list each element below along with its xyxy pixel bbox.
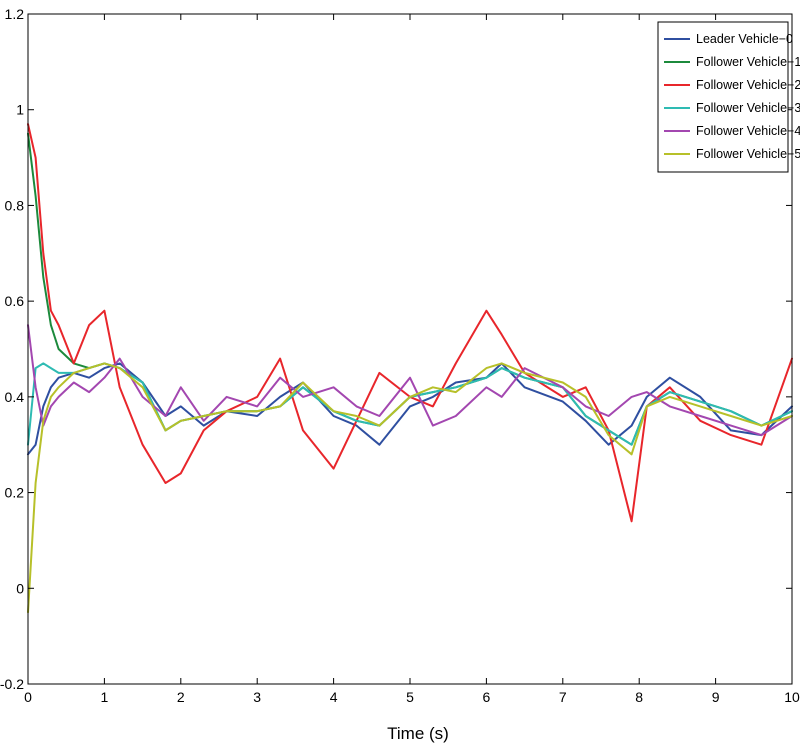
y-tick-label: 0.6 <box>5 293 25 309</box>
y-tick-label: 0.2 <box>5 485 25 501</box>
x-tick-label: 6 <box>483 689 491 705</box>
legend-label-0: Leader Vehicle−0 <box>696 32 793 46</box>
x-tick-label: 10 <box>784 689 800 705</box>
series-line-3 <box>27 362 793 446</box>
series-line-0 <box>27 362 793 456</box>
y-tick-label: 1.2 <box>5 6 25 22</box>
x-tick-label: 3 <box>253 689 261 705</box>
y-tick-label: 0.4 <box>5 389 25 405</box>
legend: Leader Vehicle−0 Follower Vehicle−1 Follow… <box>657 21 800 173</box>
y-ticks: -0.2 0 0.2 0.4 0.6 0.8 1 1.2 <box>0 6 792 692</box>
y-tick-label: 0 <box>16 580 24 596</box>
legend-label-2: Follower Vehicle−2 <box>696 78 800 92</box>
x-tick-label: 1 <box>101 689 109 705</box>
x-ticks: 0 1 2 3 4 5 6 7 8 9 10 <box>24 14 800 705</box>
legend-label-5: Follower Vehicle−5 <box>696 147 800 161</box>
x-tick-label: 2 <box>177 689 185 705</box>
legend-label-1: Follower Vehicle−1 <box>696 55 800 69</box>
series-line-2 <box>27 123 793 523</box>
legend-label-3: Follower Vehicle−3 <box>696 101 800 115</box>
x-tick-label: 5 <box>406 689 414 705</box>
y-tick-label: -0.2 <box>0 676 24 692</box>
x-tick-label: 0 <box>24 689 32 705</box>
x-axis-title: Time (s) <box>387 724 449 743</box>
series-layer <box>27 123 793 614</box>
x-tick-label: 9 <box>712 689 720 705</box>
series-line-4 <box>27 324 793 437</box>
y-tick-label: 0.8 <box>5 197 25 213</box>
legend-box <box>657 21 789 173</box>
legend-label-4: Follower Vehicle−4 <box>696 124 800 138</box>
x-tick-label: 4 <box>330 689 338 705</box>
y-tick-label: 1 <box>16 102 24 118</box>
series-line-5 <box>27 362 793 614</box>
x-tick-label: 7 <box>559 689 567 705</box>
x-tick-label: 8 <box>635 689 643 705</box>
